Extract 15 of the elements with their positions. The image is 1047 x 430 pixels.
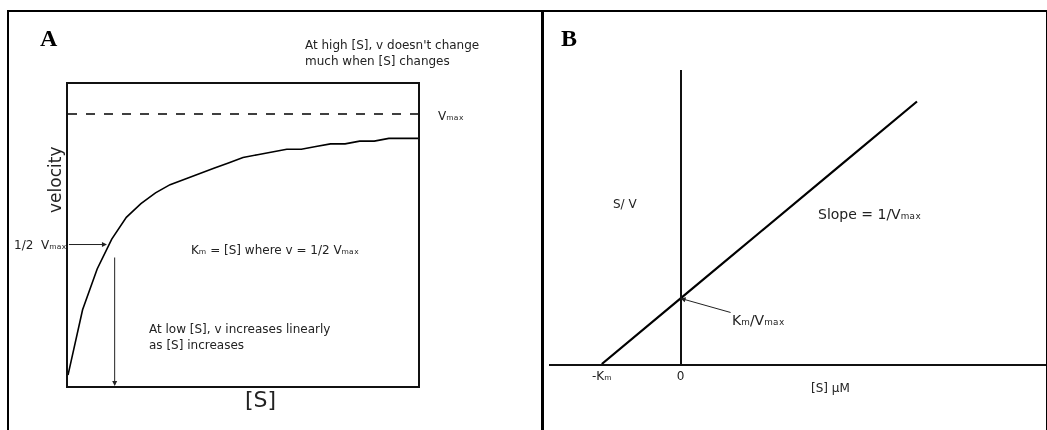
annotation: Slope = 1/Vₘₐₓ	[818, 206, 922, 222]
chart-title: B	[561, 25, 578, 51]
x-axis-title: [S]	[245, 387, 277, 412]
annotation: At low [S], v increases linearly as [S] increases	[149, 322, 331, 352]
annotation: Kₘ = [S] where v = 1/2 Vₘₐₓ	[191, 243, 360, 257]
text: At high [S], v doesn't change much when [S] changes	[305, 38, 480, 68]
y-axis-title: S/ V	[613, 197, 638, 211]
y-axis-title: velocity	[45, 146, 65, 213]
x-tick-label: -Kₘ	[591, 369, 612, 384]
x-axis-title: [S] µM	[811, 381, 850, 395]
annotation: 1/2 Vₘₐₓ	[14, 238, 67, 252]
annotation: Kₘ/Vₘₐₓ	[732, 312, 785, 328]
text: Vₘₐₓ	[438, 109, 464, 123]
chart-title: A	[40, 25, 58, 51]
x-tick-label: 0	[676, 369, 685, 384]
